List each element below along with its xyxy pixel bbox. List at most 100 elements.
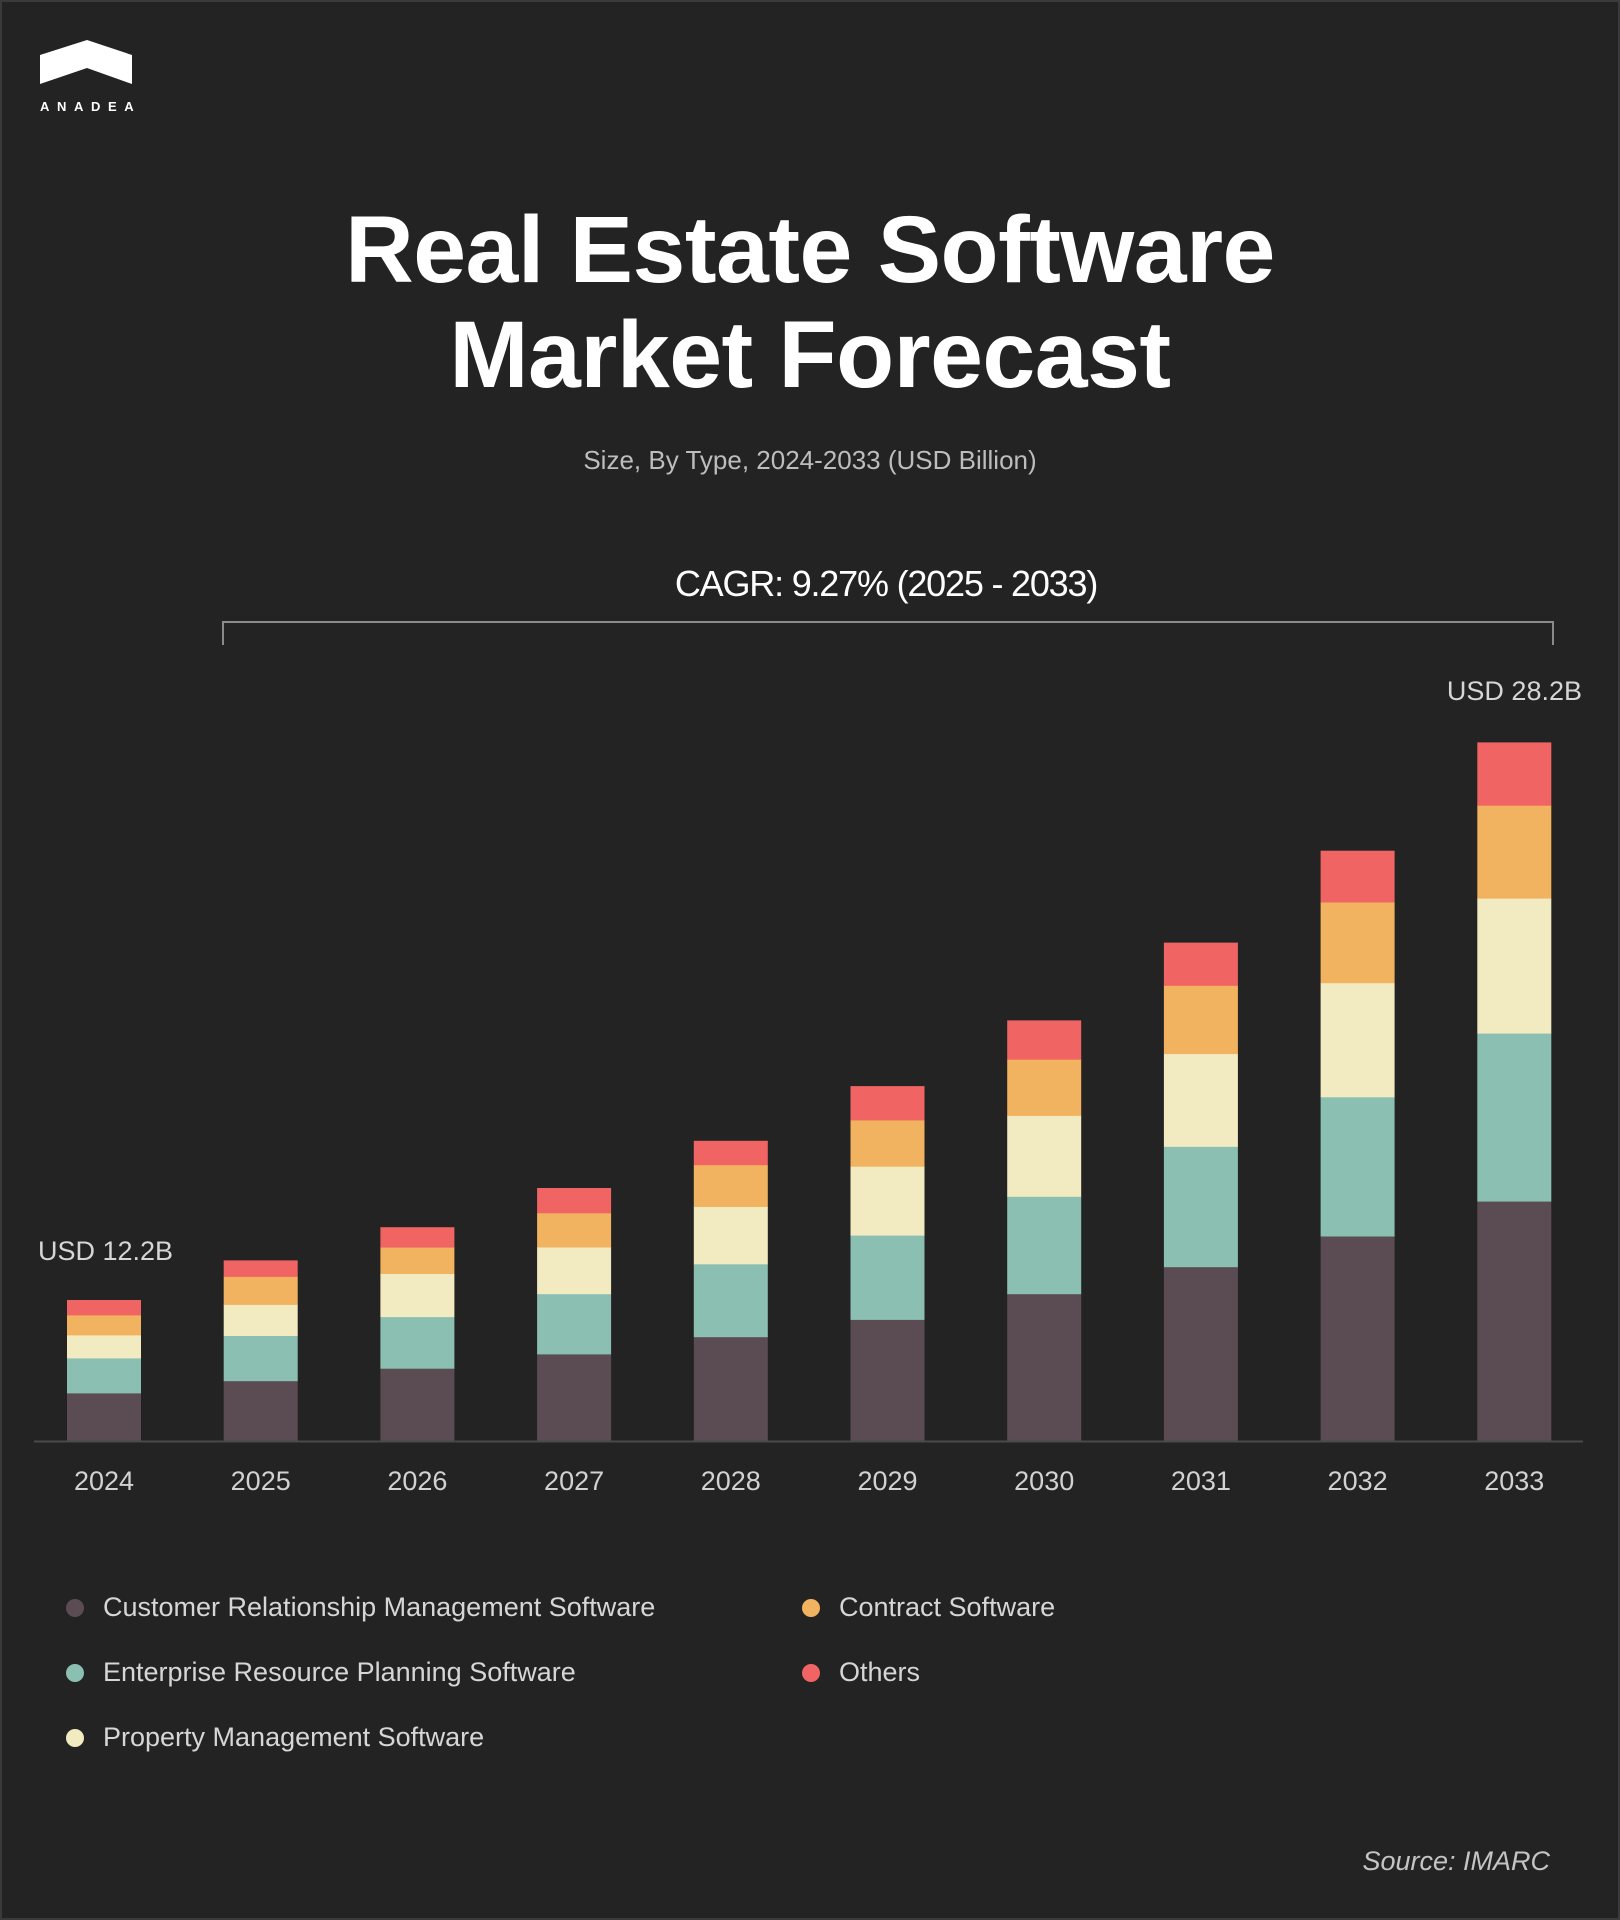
legend-label: Customer Relationship Management Softwar… bbox=[103, 1592, 656, 1622]
bar-2027 bbox=[537, 1188, 612, 1442]
bar-segment-2030-enterprise-resource-planning-software bbox=[1007, 1196, 1082, 1295]
bar-segment-2031-customer-relationship-management-software bbox=[1163, 1266, 1238, 1442]
bar-segment-2027-contract-software bbox=[537, 1212, 612, 1248]
bar-segment-2030-customer-relationship-management-software bbox=[1007, 1293, 1082, 1442]
bar-segment-2030-others bbox=[1007, 1020, 1082, 1060]
bar-segment-2032-others bbox=[1320, 850, 1395, 903]
bar-segment-2024-contract-software bbox=[67, 1315, 141, 1336]
bar-2028 bbox=[693, 1140, 768, 1442]
bar-segment-2028-contract-software bbox=[693, 1164, 768, 1207]
bar-segment-2027-enterprise-resource-planning-software bbox=[537, 1293, 612, 1355]
x-tick-label: 2029 bbox=[857, 1466, 917, 1496]
legend-item-others: Others bbox=[802, 1640, 1055, 1705]
bar-segment-2033-contract-software bbox=[1477, 805, 1552, 899]
cagr-bracket bbox=[222, 621, 1554, 645]
bar-segment-2026-enterprise-resource-planning-software bbox=[380, 1316, 455, 1369]
bar-segment-2028-property-management-software bbox=[693, 1206, 768, 1265]
bar-segment-2026-property-management-software bbox=[380, 1273, 455, 1318]
legend-column-2: Contract Software Others bbox=[802, 1575, 1055, 1705]
bar-segment-2028-others bbox=[693, 1140, 768, 1166]
bar-2031 bbox=[1163, 942, 1238, 1442]
x-tick-label: 2032 bbox=[1328, 1466, 1388, 1496]
bar-segment-2024-enterprise-resource-planning-software bbox=[67, 1358, 141, 1394]
bar-2033 bbox=[1477, 742, 1552, 1442]
bar-segment-2033-customer-relationship-management-software bbox=[1477, 1201, 1552, 1442]
legend-dot-erp-icon bbox=[66, 1663, 84, 1682]
bar-segment-2031-contract-software bbox=[1163, 985, 1238, 1055]
end-total-label: USD 28.2B bbox=[1447, 676, 1582, 706]
title-line-1: Real Estate Software bbox=[345, 197, 1275, 303]
bar-segment-2029-property-management-software bbox=[850, 1166, 925, 1236]
bar-2024 bbox=[67, 1300, 141, 1442]
legend-label: Property Management Software bbox=[103, 1722, 485, 1752]
x-tick-label: 2033 bbox=[1484, 1466, 1544, 1496]
brand-name: ANADEA bbox=[40, 99, 142, 114]
legend-dot-crm-icon bbox=[66, 1598, 84, 1617]
x-tick-label: 2025 bbox=[231, 1466, 291, 1496]
bar-segment-2025-others bbox=[223, 1260, 298, 1277]
x-tick-label: 2026 bbox=[387, 1466, 447, 1496]
bar-segment-2024-customer-relationship-management-software bbox=[67, 1393, 141, 1442]
bar-segment-2031-others bbox=[1163, 942, 1238, 986]
cagr-bracket-line bbox=[222, 621, 1554, 645]
bar-2030 bbox=[1007, 1020, 1082, 1442]
bar-segment-2032-enterprise-resource-planning-software bbox=[1320, 1096, 1395, 1237]
bar-segment-2029-enterprise-resource-planning-software bbox=[850, 1235, 925, 1320]
x-tick-label: 2028 bbox=[701, 1466, 761, 1496]
anadea-chevron-logo-icon bbox=[40, 40, 132, 84]
legend-label: Contract Software bbox=[839, 1592, 1056, 1622]
bar-segment-2027-customer-relationship-management-software bbox=[537, 1354, 612, 1442]
bars-group bbox=[67, 742, 1552, 1442]
legend-dot-contract-icon bbox=[802, 1598, 820, 1617]
bar-segment-2029-customer-relationship-management-software bbox=[850, 1319, 925, 1442]
bar-segment-2028-customer-relationship-management-software bbox=[693, 1336, 768, 1442]
anadea-logo bbox=[40, 40, 132, 120]
x-tick-label: 2031 bbox=[1171, 1466, 1231, 1496]
x-tick-labels: 2024 2025 2026 2027 2028 2029 2030 2031 2032 2033 bbox=[74, 1466, 1544, 1496]
bar-segment-2026-contract-software bbox=[380, 1247, 455, 1274]
source-note: Source: IMARC bbox=[1362, 1846, 1550, 1876]
bar-segment-2033-enterprise-resource-planning-software bbox=[1477, 1033, 1552, 1202]
bar-segment-2025-enterprise-resource-planning-software bbox=[223, 1335, 298, 1382]
bar-segment-2033-others bbox=[1477, 742, 1552, 806]
bar-segment-2031-property-management-software bbox=[1163, 1053, 1238, 1147]
bar-segment-2032-contract-software bbox=[1320, 902, 1395, 984]
bar-segment-2027-others bbox=[537, 1188, 612, 1214]
bar-segment-2029-others bbox=[850, 1086, 925, 1121]
start-total-label: USD 12.2B bbox=[38, 1236, 173, 1266]
legend-item-contract: Contract Software bbox=[802, 1575, 1055, 1640]
page-title: Real Estate Software Market Forecast bbox=[0, 198, 1620, 408]
legend-dot-property-management-icon bbox=[66, 1728, 84, 1747]
bar-segment-2032-property-management-software bbox=[1320, 982, 1395, 1098]
bar-segment-2033-property-management-software bbox=[1477, 898, 1552, 1034]
x-tick-label: 2027 bbox=[544, 1466, 604, 1496]
bar-2026 bbox=[380, 1227, 455, 1442]
bar-segment-2028-enterprise-resource-planning-software bbox=[693, 1263, 768, 1338]
title-line-2: Market Forecast bbox=[449, 302, 1171, 408]
legend-dot-others-icon bbox=[802, 1663, 820, 1682]
stacked-bar-chart: 2024 2025 2026 2027 2028 2029 2030 2031 2032 2033… bbox=[34, 621, 1583, 1496]
bar-segment-2030-property-management-software bbox=[1007, 1115, 1082, 1197]
bar-segment-2027-property-management-software bbox=[537, 1247, 612, 1295]
legend-label: Enterprise Resource Planning Software bbox=[103, 1657, 576, 1687]
bar-segment-2024-others bbox=[67, 1300, 141, 1316]
bar-segment-2029-contract-software bbox=[850, 1120, 925, 1167]
bar-2025 bbox=[223, 1260, 298, 1442]
bar-segment-2024-property-management-software bbox=[67, 1335, 141, 1359]
bar-2029 bbox=[850, 1086, 925, 1442]
bar-segment-2031-enterprise-resource-planning-software bbox=[1163, 1146, 1238, 1268]
bar-segment-2025-customer-relationship-management-software bbox=[223, 1380, 298, 1442]
bar-segment-2025-contract-software bbox=[223, 1276, 298, 1305]
cagr-label: CAGR: 9.27% (2025 - 2033) bbox=[674, 563, 1098, 604]
bar-2032 bbox=[1320, 850, 1395, 1442]
legend-item-crm: Customer Relationship Management Softwar… bbox=[66, 1575, 655, 1640]
bar-segment-2026-customer-relationship-management-software bbox=[380, 1368, 455, 1442]
bar-segment-2025-property-management-software bbox=[223, 1304, 298, 1336]
bar-segment-2026-others bbox=[380, 1227, 455, 1248]
x-tick-label: 2024 bbox=[74, 1466, 134, 1496]
x-tick-label: 2030 bbox=[1014, 1466, 1074, 1496]
chart-subtitle: Size, By Type, 2024-2033 (USD Billion) bbox=[583, 445, 1037, 475]
legend-item-erp: Enterprise Resource Planning Software bbox=[66, 1640, 655, 1705]
legend-label: Others bbox=[839, 1657, 921, 1687]
legend-item-property-management: Property Management Software bbox=[66, 1705, 655, 1770]
